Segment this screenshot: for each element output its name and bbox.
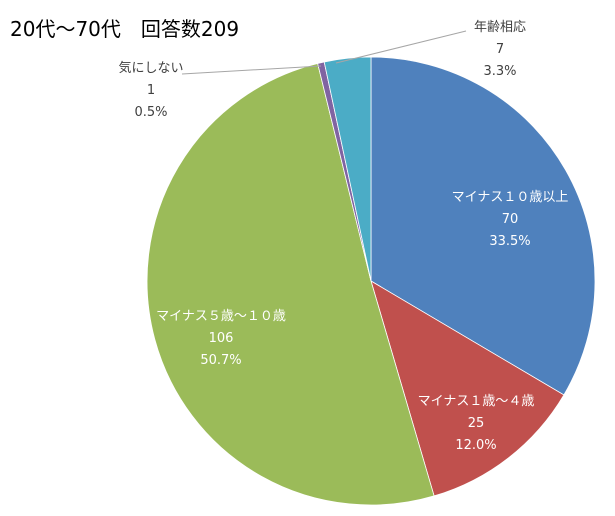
pie-slice-5 [323,56,372,282]
data-label-1: マイナス１０歳以上 70 33.5% [452,190,569,249]
pie-slices [146,56,596,506]
pie-slice-1 [370,56,596,396]
data-label-3: マイナス５歳～１０歳 106 50.7% [156,309,286,368]
chart-title: 20代～70代 回答数209 [10,17,239,41]
leader-line-4 [181,65,322,75]
pie-slice-2 [370,280,565,497]
data-label-2: マイナス１歳～４歳 25 12.0% [418,394,535,453]
leader-lines [181,30,467,75]
data-label-5: 年齢相応 7 3.3% [474,20,526,79]
data-label-4: 気にしない 1 0.5% [118,60,183,120]
data-labels: マイナス１０歳以上 70 33.5% マイナス１歳～４歳 25 12.0% マイナス５歳～１… [118,20,568,453]
leader-line-5 [335,30,467,64]
pie-slice-3 [146,62,435,506]
